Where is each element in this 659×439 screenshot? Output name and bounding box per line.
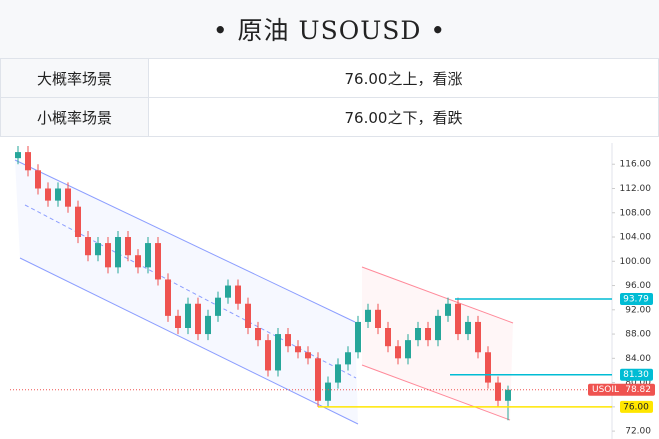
candle-body (295, 346, 301, 353)
candle-body (455, 303, 461, 335)
candle-body (205, 315, 211, 335)
candle-body (245, 303, 251, 328)
candle-body (165, 279, 171, 316)
cell: 大概率场景 (0, 58, 149, 98)
price-tag (588, 383, 655, 396)
candle-body (465, 321, 471, 335)
candle-body (235, 285, 241, 304)
candle-body (385, 328, 391, 347)
candle-body (145, 243, 151, 268)
candle-body (115, 237, 121, 268)
candle-body (425, 328, 431, 341)
y-tick-label: 84.00 (625, 354, 651, 364)
candle-body (355, 321, 361, 353)
candle-body (175, 315, 181, 328)
candle-body (35, 170, 41, 189)
candle-body (345, 352, 351, 365)
candle-body (485, 352, 491, 383)
candle-body (185, 303, 191, 328)
candle-body (195, 303, 201, 335)
candle-body (255, 328, 261, 341)
candle-body (435, 315, 441, 341)
y-tick-label: 96.00 (625, 281, 651, 291)
y-tick-label: 100.00 (620, 257, 652, 267)
candle-body (155, 243, 161, 280)
candle-body (365, 309, 371, 322)
candle-body (85, 237, 91, 256)
candle-body (505, 389, 511, 401)
level-label: 81.30 (623, 370, 649, 380)
candle-body (55, 188, 61, 201)
candle-body (25, 152, 31, 171)
candle-body (495, 382, 501, 401)
candle-body (105, 243, 111, 268)
candle-body (335, 364, 341, 383)
y-tick-label: 116.00 (620, 160, 652, 170)
y-tick-label: 104.00 (620, 233, 652, 243)
candle-body (405, 340, 411, 359)
channel-line (19, 257, 359, 425)
candle-body (15, 152, 21, 159)
candle-body (275, 334, 281, 371)
channel-line (361, 364, 511, 421)
candle-body (215, 297, 221, 316)
y-tick-label: 108.00 (620, 208, 652, 218)
y-tick-label: 80.00 (625, 378, 651, 388)
candle-body (415, 328, 421, 341)
candle-body (475, 321, 481, 353)
y-tick-label: 112.00 (620, 184, 652, 194)
candle-body (65, 188, 71, 207)
candle-body (75, 206, 81, 238)
candle-body (265, 340, 271, 371)
scenario-table: 大概率场景 76.00之上，看涨 小概率场景 76.00之下，看跌 (0, 58, 659, 137)
candle-body (375, 309, 381, 328)
candle-body (445, 303, 451, 316)
level-tag (620, 368, 653, 381)
candle-body (135, 255, 141, 268)
level-tag (620, 292, 653, 305)
candle-body (305, 352, 311, 359)
y-tick-label: 92.00 (625, 305, 651, 315)
channel-fill (15, 160, 358, 424)
candle-body (95, 243, 101, 256)
channel-line (14, 159, 356, 323)
candle-body (225, 285, 231, 298)
channel-line (361, 266, 514, 324)
candle-body (125, 237, 131, 256)
candle-body (315, 358, 321, 401)
y-tick-label: 72.00 (625, 427, 651, 437)
cell: 76.00之下，看跌 (148, 97, 659, 137)
price-value: 78.82 (625, 385, 651, 395)
candle-body (45, 188, 51, 201)
candle-body (325, 382, 331, 401)
price-name: USOIL (592, 385, 619, 395)
cell: 小概率场景 (0, 97, 149, 137)
level-label: 76.00 (623, 402, 649, 412)
cell: 76.00之上，看涨 (148, 58, 659, 98)
level-label: 93.79 (623, 294, 649, 304)
title: • 原油 USOUSD • (0, 0, 659, 58)
candle-body (395, 346, 401, 359)
candle-body (285, 334, 291, 347)
level-tag (620, 400, 653, 413)
y-tick-label: 88.00 (625, 330, 651, 340)
